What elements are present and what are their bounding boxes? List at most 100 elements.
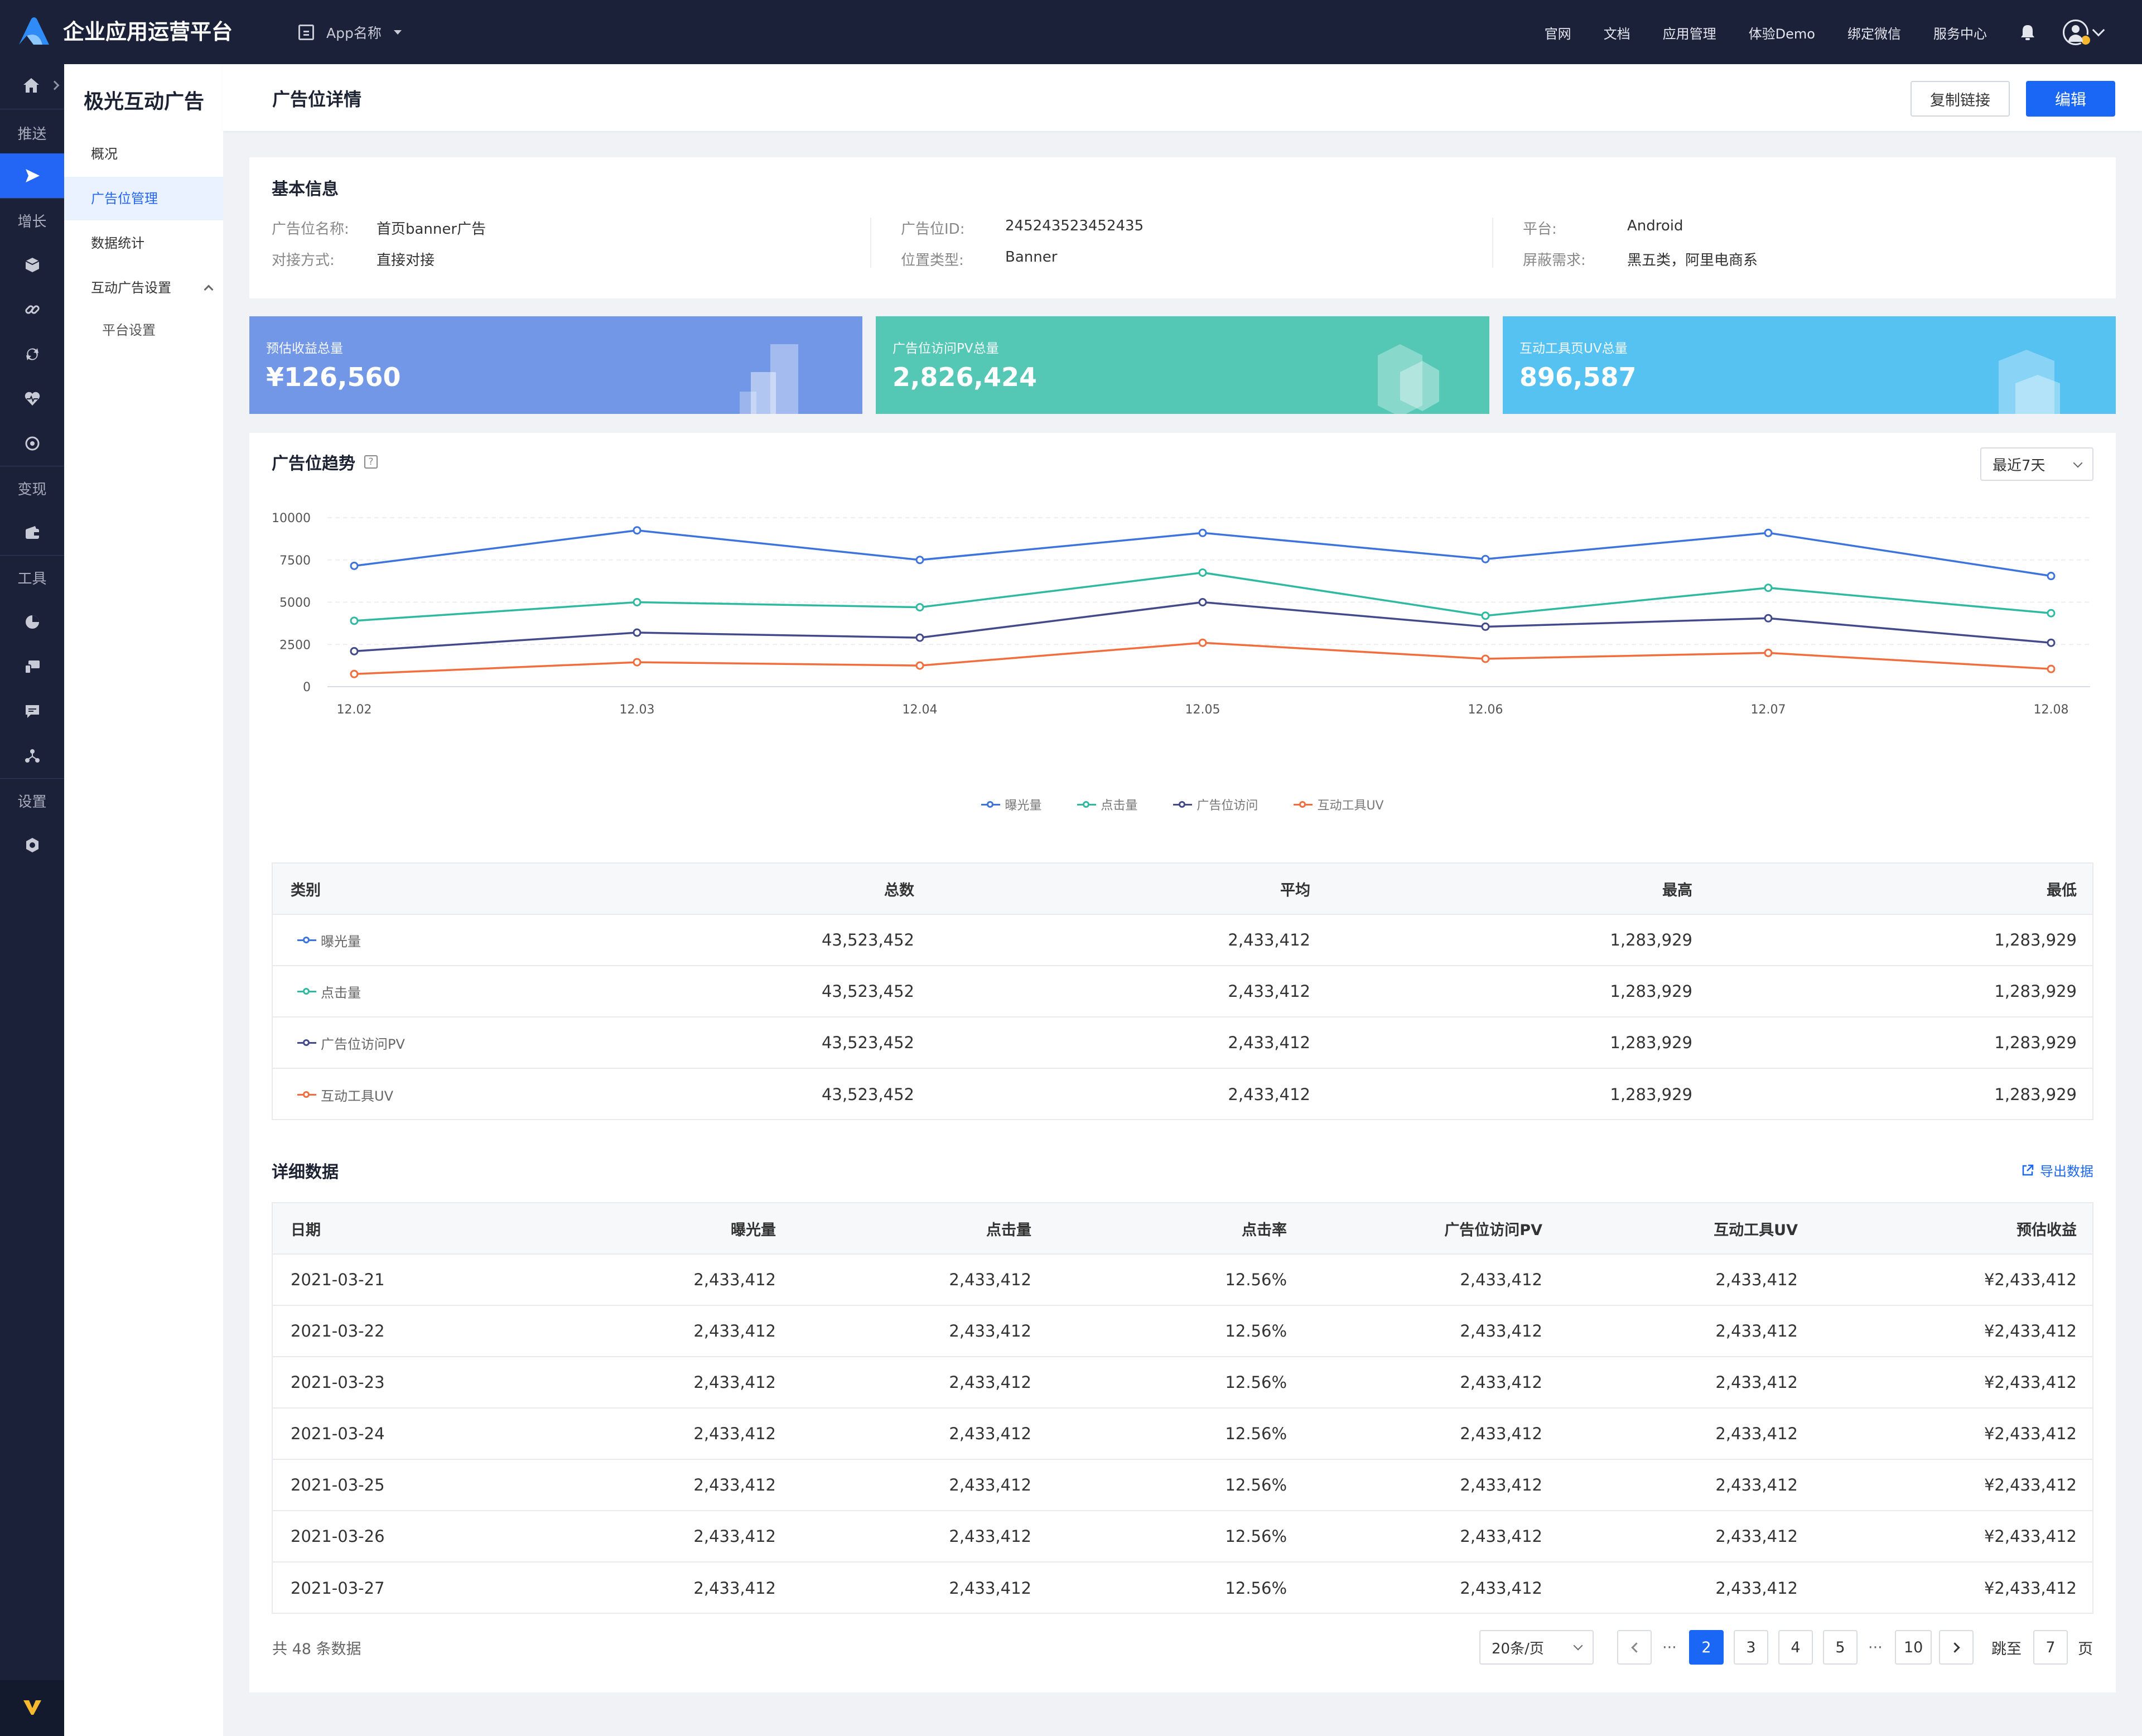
app-switcher[interactable]: App名称 [298, 20, 402, 45]
help-icon[interactable]: ? [364, 455, 378, 469]
rail-item-message[interactable] [0, 689, 64, 734]
nav-official-site[interactable]: 官网 [1544, 26, 1571, 42]
rail-footer [0, 1680, 64, 1736]
field-value-blocked-demand: 黑五类，阿里电商系 [1627, 252, 1758, 269]
brand-logo-icon[interactable] [17, 17, 51, 46]
page-size-select[interactable]: 20条/页 [1479, 1630, 1594, 1665]
link-icon [25, 305, 40, 314]
export-data-link[interactable]: 导出数据 [2021, 1160, 2093, 1180]
pagination-ellipsis[interactable]: ··· [1662, 1638, 1677, 1656]
rail-item-network[interactable] [0, 734, 64, 778]
next-page-button[interactable] [1939, 1630, 1974, 1665]
gear-icon [26, 838, 38, 852]
data-point [1481, 554, 1490, 563]
category-cell: 互动工具UV [297, 1069, 393, 1120]
target-icon [25, 436, 39, 451]
legend-label: 互动工具UV [1317, 799, 1384, 813]
total-cell: 43,523,452 [821, 1033, 914, 1052]
bar-chart-decoration-icon [740, 344, 798, 414]
sidebar-item-ad-slot-management[interactable]: 广告位管理 [64, 177, 223, 220]
jump-page-input[interactable]: 7 [2033, 1630, 2068, 1665]
ad-pv-cell: 2,433,412 [1460, 1270, 1542, 1289]
rail-item-pie[interactable] [0, 600, 64, 644]
x-tick-label: 12.07 [1751, 703, 1786, 717]
vip-logo-icon[interactable] [22, 1699, 42, 1716]
avg-cell: 2,433,412 [1228, 930, 1310, 949]
date-cell: 2021-03-23 [291, 1373, 385, 1392]
clicks-cell: 2,433,412 [949, 1527, 1031, 1546]
rail-item-target[interactable] [0, 421, 64, 466]
total-cell: 43,523,452 [821, 982, 914, 1001]
legend-item[interactable]: 曝光量 [981, 795, 1041, 813]
cube-decoration-icon [1378, 344, 1439, 414]
prev-page-button[interactable] [1617, 1630, 1652, 1665]
max-cell: 1,283,929 [1610, 1085, 1692, 1104]
rail-item-sync[interactable] [0, 332, 64, 377]
rail-home[interactable] [0, 64, 64, 109]
nav-bind-wechat[interactable]: 绑定微信 [1847, 26, 1901, 42]
ctr-cell: 12.56% [1225, 1424, 1287, 1443]
legend-item[interactable]: 互动工具UV [1294, 795, 1384, 813]
tool-uv-cell: 2,433,412 [1715, 1270, 1798, 1289]
detail-table-header: 日期 曝光量 点击量 点击率 广告位访问PV 互动工具UV 预估收益 [273, 1203, 2092, 1255]
revenue-cell: ¥2,433,412 [1984, 1270, 2077, 1289]
data-point [633, 658, 641, 667]
legend-label: 点击量 [1101, 799, 1138, 813]
time-range-value: 最近7天 [1993, 457, 2045, 474]
rail-item-health[interactable] [0, 377, 64, 421]
impressions-cell: 2,433,412 [693, 1475, 776, 1494]
bell-icon[interactable] [2019, 23, 2036, 41]
user-menu[interactable] [2063, 20, 2105, 46]
ad-pv-cell: 2,433,412 [1460, 1424, 1542, 1443]
page-button[interactable]: 10 [1895, 1630, 1932, 1665]
copy-link-button[interactable]: 复制链接 [1911, 81, 2010, 117]
stat-value: ¥126,560 [266, 362, 401, 392]
time-range-select[interactable]: 最近7天 [1980, 447, 2093, 481]
field-value-platform: Android [1627, 218, 1683, 234]
page-button[interactable]: 2 [1689, 1630, 1724, 1665]
data-point [350, 647, 359, 655]
stat-card-tool-uv: 互动工具页UV总量 896,587 [1503, 316, 2116, 414]
data-point [350, 561, 359, 570]
sidebar-item-interactive-ad-settings[interactable]: 互动广告设置 [64, 266, 223, 310]
page-button[interactable]: 4 [1778, 1630, 1813, 1665]
rail-group-push: 推送 [17, 126, 47, 143]
max-cell: 1,283,929 [1610, 930, 1692, 949]
table-row: 2021-03-24 2,433,412 2,433,412 12.56% 2,433,… [273, 1409, 2092, 1460]
rail-item-cube[interactable] [0, 243, 64, 287]
rail-item-devices[interactable] [0, 644, 64, 689]
ctr-cell: 12.56% [1225, 1322, 1287, 1340]
rail-item-push[interactable] [0, 153, 64, 198]
header-cell: 最高 [1662, 881, 1692, 899]
rail-item-link[interactable] [0, 287, 64, 332]
nav-demo[interactable]: 体验Demo [1748, 26, 1815, 42]
edit-button[interactable]: 编辑 [2026, 81, 2115, 117]
x-tick-label: 12.03 [620, 703, 655, 717]
nav-service-center[interactable]: 服务中心 [1933, 26, 1987, 42]
legend-item[interactable]: 点击量 [1077, 795, 1137, 813]
expand-arrow-icon[interactable] [50, 80, 60, 90]
data-point [350, 616, 359, 625]
rail-group-monetize: 变现 [17, 481, 47, 498]
rail-item-wallet[interactable] [0, 510, 64, 555]
table-row: 2021-03-21 2,433,412 2,433,412 12.56% 2,433,… [273, 1255, 2092, 1306]
sidebar-item-platform-settings[interactable]: 平台设置 [102, 322, 156, 338]
nav-docs[interactable]: 文档 [1603, 26, 1630, 42]
ad-pv-cell: 2,433,412 [1460, 1373, 1542, 1392]
sidebar-item-overview[interactable]: 概况 [91, 146, 118, 162]
date-cell: 2021-03-22 [291, 1322, 385, 1340]
field-value-integration: 直接对接 [377, 252, 435, 269]
total-cell: 43,523,452 [821, 930, 914, 949]
legend-item[interactable]: 广告位访问 [1173, 795, 1258, 813]
export-icon [2022, 1164, 2034, 1175]
page-button[interactable]: 5 [1823, 1630, 1858, 1665]
nav-app-management[interactable]: 应用管理 [1662, 26, 1716, 42]
pagination-ellipsis[interactable]: ··· [1868, 1638, 1883, 1656]
cube-icon [25, 258, 39, 272]
page-button[interactable]: 3 [1734, 1630, 1768, 1665]
rail-item-settings[interactable] [0, 823, 64, 867]
ad-pv-cell: 2,433,412 [1460, 1475, 1542, 1494]
sidebar-item-statistics[interactable]: 数据统计 [91, 235, 144, 251]
y-tick-label: 0 [303, 681, 311, 695]
impressions-cell: 2,433,412 [693, 1322, 776, 1340]
